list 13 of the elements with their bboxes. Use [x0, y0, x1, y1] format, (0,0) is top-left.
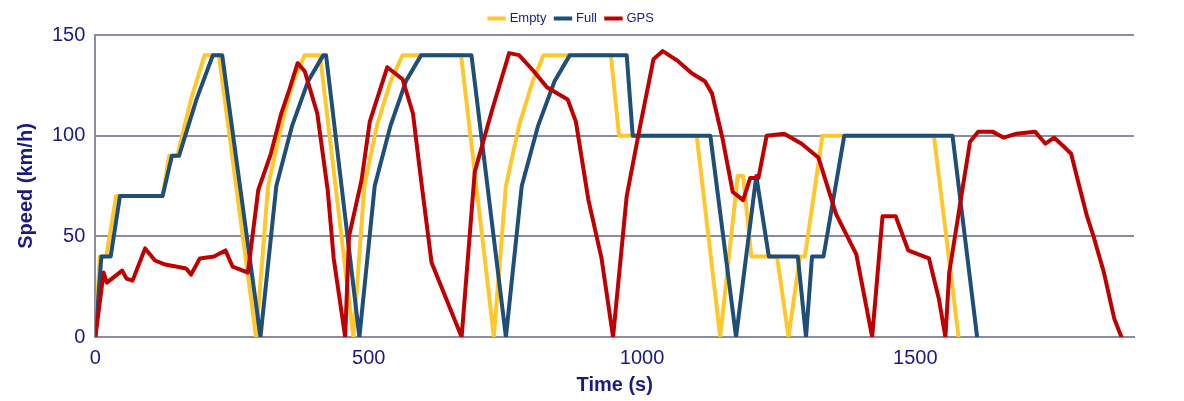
x-axis-title: Time (s) [576, 372, 653, 395]
x-tick-label: 500 [352, 345, 386, 368]
x-tick-label: 1500 [893, 345, 938, 368]
legend-label: Empty [509, 10, 547, 26]
legend-label: Full [575, 10, 598, 26]
y-tick-label: 100 [51, 123, 86, 146]
y-axis-title: Speed (km/h) [13, 123, 36, 249]
y-tick-label: 150 [51, 22, 86, 45]
legend-label: GPS [626, 10, 655, 26]
x-tick-label: 1000 [619, 345, 665, 368]
y-tick-label: 50 [63, 223, 86, 246]
x-tick-label: 0 [89, 345, 101, 368]
y-tick-label: 0 [74, 324, 86, 347]
